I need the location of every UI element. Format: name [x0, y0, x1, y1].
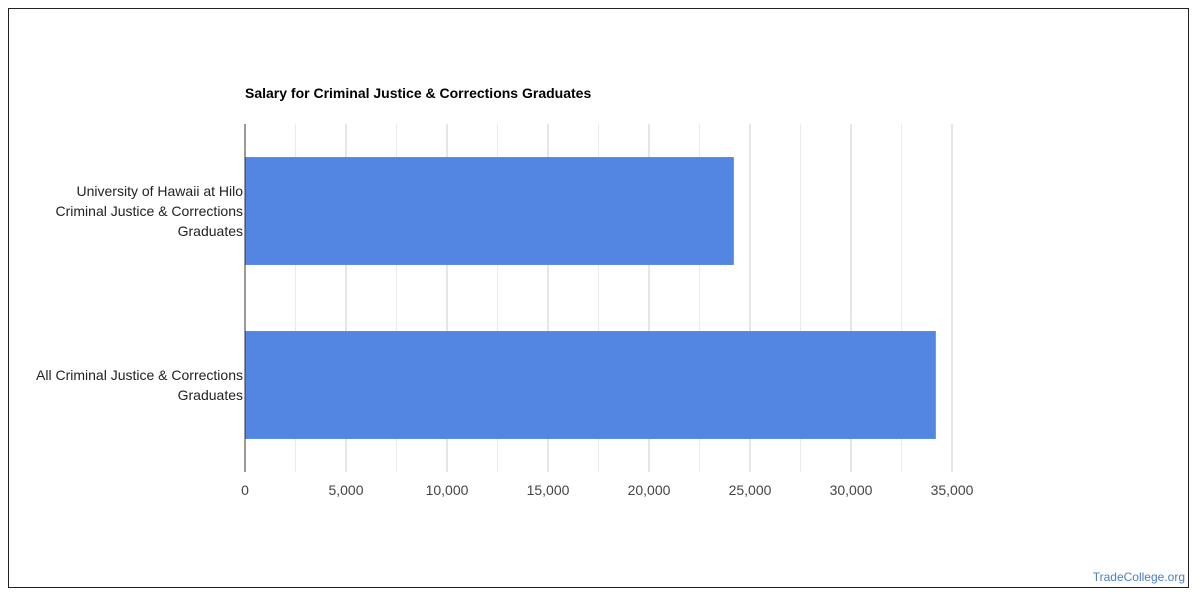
- x-tick-label: 35,000: [931, 482, 974, 498]
- bars: [245, 157, 936, 439]
- x-tick-label: 30,000: [830, 482, 873, 498]
- chart-title: Salary for Criminal Justice & Correction…: [245, 85, 592, 101]
- x-tick-label: 0: [241, 482, 249, 498]
- category-label-1: All Criminal Justice & Corrections Gradua…: [36, 365, 243, 405]
- category-label-line: Graduates: [177, 387, 243, 403]
- x-tick-label: 5,000: [328, 482, 363, 498]
- bar-1: [245, 331, 936, 439]
- x-tick-label: 15,000: [527, 482, 570, 498]
- bar-0: [245, 157, 734, 265]
- category-label-line: Criminal Justice & Corrections: [55, 203, 244, 219]
- category-label-line: Graduates: [177, 223, 243, 239]
- category-label-line: University of Hawaii at Hilo: [76, 183, 244, 199]
- x-tick-label: 10,000: [426, 482, 469, 498]
- x-tick-labels: 0 5,000 10,000 15,000 20,000 25,000 30,000 35,0…: [241, 482, 974, 498]
- watermark-link[interactable]: TradeCollege.org: [1092, 570, 1185, 584]
- x-tick-label: 20,000: [628, 482, 671, 498]
- x-tick-label: 25,000: [729, 482, 772, 498]
- category-label-0: University of Hawaii at Hilo Criminal Jus…: [56, 181, 244, 241]
- category-label-line: All Criminal Justice & Corrections: [36, 367, 243, 383]
